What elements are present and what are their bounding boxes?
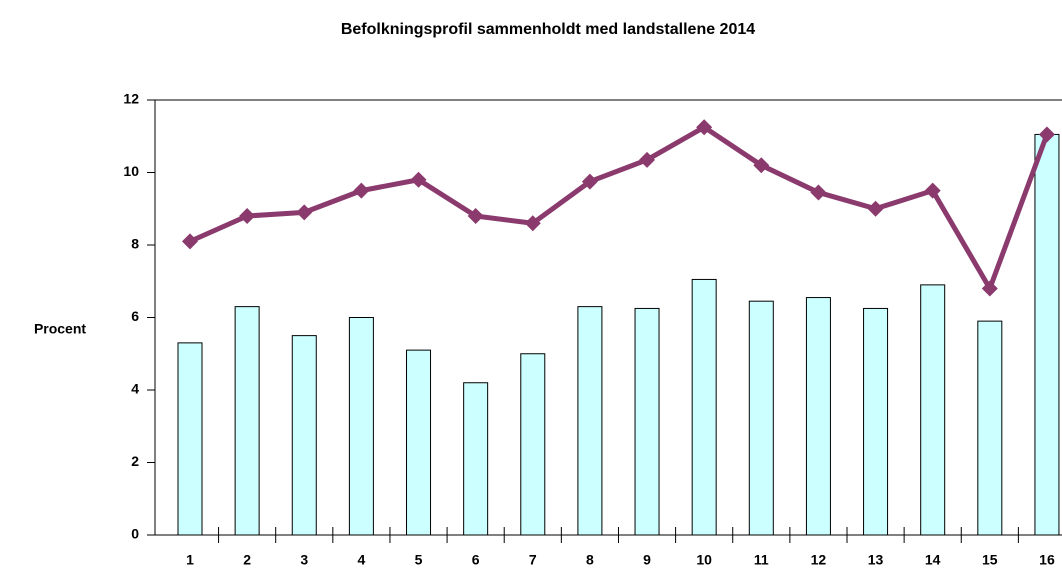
x-tick-label: 4 [357,552,365,568]
y-tick-label: 4 [131,381,139,397]
x-tick-label: 13 [868,552,884,568]
marker [410,171,427,188]
bar [748,300,774,536]
y-tick-label: 10 [123,163,139,179]
y-tick-label: 8 [131,236,139,252]
bar [920,284,946,536]
bar [291,335,317,536]
y-tick-label: 0 [131,526,139,542]
bar [691,278,717,536]
chart-title: Befolkningsprofil sammenholdt med landst… [341,21,755,38]
marker [753,157,770,174]
bar [463,382,489,536]
y-tick-label: 2 [131,453,139,469]
x-tick-label: 7 [529,552,537,568]
x-tick-label: 9 [643,552,651,568]
x-tick-label: 2 [243,552,251,568]
x-tick-label: 15 [982,552,998,568]
bar [520,353,546,536]
marker [182,233,198,250]
x-tick-label: 6 [472,552,480,568]
x-tick-label: 8 [586,552,594,568]
marker [296,204,313,221]
x-tick-label: 3 [300,552,308,568]
x-tick-label: 16 [1039,552,1055,568]
x-tick-label: 11 [754,552,769,568]
marker [467,208,484,224]
bar [348,317,374,536]
marker [239,208,256,224]
line [188,124,1050,291]
marker [581,173,598,190]
y-tick-label: 6 [131,308,139,324]
bar [177,342,203,536]
marker [867,200,884,217]
marker [353,182,370,199]
marker [639,151,656,168]
y-tick-label: 12 [123,91,139,107]
bar [577,306,603,536]
marker [981,280,998,297]
x-tick-label: 10 [696,552,712,568]
bar [234,306,260,536]
bar [977,320,1003,536]
y-axis-label: Procent [34,321,86,337]
x-tick-label: 5 [415,552,423,568]
bar [805,297,831,536]
marker [524,215,541,232]
marker [924,182,941,199]
bar [406,349,432,536]
marker [810,184,827,201]
bar [1034,133,1060,536]
bar [634,307,660,536]
marker [696,119,713,136]
x-tick-label: 1 [186,552,194,568]
x-tick-label: 14 [925,552,941,568]
bar [863,307,889,536]
x-tick-label: 12 [811,552,827,568]
marker [1038,126,1055,143]
